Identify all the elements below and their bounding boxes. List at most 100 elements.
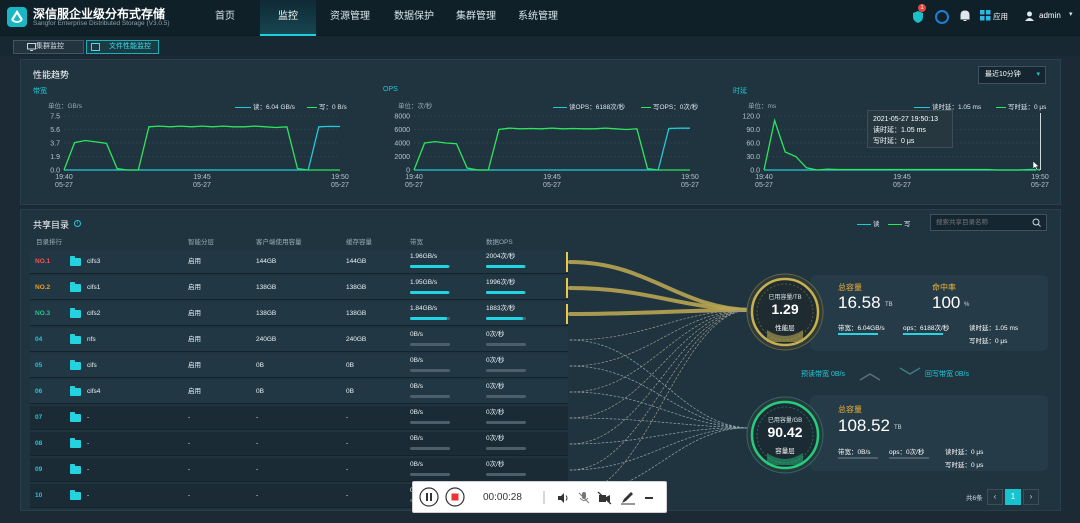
pen-icon[interactable]	[620, 491, 636, 505]
table-row[interactable]: NO.2 cifs1 启用 138GB 138GB 1.95GB/s 1996次/秒	[30, 276, 568, 300]
row-client-usage: 240GB	[256, 336, 277, 343]
nav-resource[interactable]: 资源管理	[330, 11, 370, 22]
write-series-line	[413, 127, 690, 171]
row-rank: 09	[35, 466, 43, 473]
x-tick-label: 05-27	[331, 182, 349, 189]
shield-icon[interactable]	[910, 9, 926, 25]
search-icon[interactable]	[1032, 218, 1041, 227]
share-legend-read-text: 读	[873, 221, 880, 228]
table-row[interactable]: 08 - - - - 0B/s 0次/秒	[30, 432, 568, 456]
y-tick-label: 8000	[394, 114, 410, 121]
row-ops-bar	[486, 447, 526, 450]
cap-ring-name: 容量层	[775, 448, 795, 455]
latency-legend-read: 读时延：1.05 ms	[914, 101, 981, 111]
bell-icon[interactable]	[958, 9, 972, 23]
tab-file-performance[interactable]: 文件性能监控	[86, 40, 159, 54]
row-ops: 2004次/秒	[486, 253, 516, 260]
active-flow-marker	[566, 252, 568, 272]
row-bandwidth-bar	[410, 421, 450, 424]
nav-data-protection[interactable]: 数据保护	[394, 11, 434, 22]
search-field[interactable]	[930, 214, 1047, 231]
table-row[interactable]: 04 nfs 启用 240GB 240GB 0B/s 0次/秒	[30, 328, 568, 352]
nav-home[interactable]: 首页	[215, 11, 235, 22]
row-cache: -	[346, 414, 349, 421]
x-tick-label: 05-27	[55, 182, 73, 189]
row-ops-bar	[486, 265, 526, 268]
row-bandwidth: 0B/s	[410, 331, 424, 338]
y-tick-label: 90.0	[746, 127, 760, 134]
row-bandwidth-bar	[410, 473, 450, 476]
y-tick-label: 7.5	[50, 114, 60, 121]
ops-legend-write: 写OPS：0次/秒	[641, 101, 698, 111]
perf-total-label: 总容量	[838, 283, 862, 292]
next-page-button[interactable]: ›	[1023, 489, 1039, 505]
prev-page-button[interactable]: ‹	[987, 489, 1003, 505]
row-bandwidth: 0B/s	[410, 461, 424, 468]
writeback-bandwidth: 回写带宽 0B/s	[925, 371, 969, 378]
stop-icon[interactable]	[445, 487, 465, 507]
capacity-layer-ring	[746, 396, 824, 474]
share-legend-read: 读	[857, 218, 880, 228]
cap-bandwidth: 带宽：0B/s	[838, 449, 871, 456]
username[interactable]: admin	[1039, 11, 1061, 20]
user-icon[interactable]	[1024, 10, 1035, 21]
perf-bandwidth-bar	[838, 333, 878, 335]
col-rank: 目录排行	[36, 239, 62, 246]
perf-bandwidth: 带宽：6.04GB/s	[838, 325, 885, 332]
x-tick-label: 19:50	[1031, 174, 1049, 181]
subtab-bar	[0, 36, 1080, 56]
table-row[interactable]: 09 - - - - 0B/s 0次/秒	[30, 458, 568, 482]
hit-rate-label: 命中率	[932, 283, 956, 292]
table-row[interactable]: 07 - - - - 0B/s 0次/秒	[30, 406, 568, 430]
y-tick-label: 120.0	[742, 114, 760, 121]
row-tiering: 启用	[188, 336, 201, 343]
row-cache: -	[346, 440, 349, 447]
chevron-down-icon[interactable]: ▾	[1069, 11, 1073, 18]
minimize-icon[interactable]	[645, 497, 653, 499]
info-icon[interactable]: i	[74, 220, 81, 227]
ops-chart: 8000600040002000019:4005-2719:4505-2719:…	[394, 114, 699, 190]
row-rank: 04	[35, 336, 43, 343]
folder-icon	[70, 386, 81, 396]
pause-icon[interactable]	[419, 487, 439, 507]
table-row[interactable]: 06 cifs4 启用 0B 0B 0B/s 0次/秒	[30, 380, 568, 404]
row-ops-bar	[486, 395, 526, 398]
apps-grid-icon[interactable]	[980, 10, 991, 21]
x-tick-label: 05-27	[543, 182, 561, 189]
tab-cluster-monitor[interactable]: 集群监控	[13, 40, 84, 54]
latency-unit: 单位：ms	[748, 103, 777, 110]
ops-label: OPS	[383, 86, 398, 93]
table-row[interactable]: 05 cifs 启用 0B 0B 0B/s 0次/秒	[30, 354, 568, 378]
row-client-usage: -	[256, 466, 259, 473]
status-ring-icon[interactable]	[934, 9, 950, 25]
x-tick-label: 05-27	[681, 182, 699, 189]
nav-monitor[interactable]: 监控	[260, 0, 316, 36]
read-series-line	[414, 127, 690, 171]
speaker-icon[interactable]	[556, 491, 570, 505]
nav-cluster[interactable]: 集群管理	[456, 11, 496, 22]
x-tick-label: 19:45	[893, 174, 911, 181]
bandwidth-legend-read: 读：6.04 GB/s	[235, 101, 295, 111]
y-tick-label: 6000	[394, 127, 410, 134]
perf-ring-value: 1.29	[771, 301, 799, 317]
camera-off-icon[interactable]	[597, 491, 613, 505]
ops-legend-read: 读OPS：6188次/秒	[553, 101, 625, 111]
search-input[interactable]	[931, 215, 1027, 230]
app-title: 深信服企业级分布式存储	[33, 7, 166, 21]
page-1-button[interactable]: 1	[1005, 489, 1021, 505]
row-tiering: 启用	[188, 388, 201, 395]
table-row[interactable]: NO.1 cifs3 启用 144GB 144GB 1.96GB/s 2004次/秒	[30, 250, 568, 274]
row-ops: 0次/秒	[486, 435, 505, 442]
flow-lines	[568, 260, 752, 497]
apps-label[interactable]: 应用	[993, 12, 1008, 21]
latency-tooltip: 2021-05-27 19:50:13 读时延：1.05 ms 写时延：0 μs	[867, 110, 953, 148]
time-range-select[interactable]: 最近10分钟 ▾	[978, 66, 1046, 84]
row-tiering: 启用	[188, 362, 201, 369]
nav-system[interactable]: 系统管理	[518, 11, 558, 22]
performance-layer-stats	[810, 275, 1048, 351]
mic-off-icon[interactable]	[577, 491, 591, 505]
write-series-line	[763, 118, 1040, 171]
table-row[interactable]: NO.3 cifs2 启用 138GB 138GB 1.84GB/s 1883次/秒	[30, 302, 568, 326]
row-ops: 0次/秒	[486, 383, 505, 390]
active-flow-marker	[566, 278, 568, 298]
